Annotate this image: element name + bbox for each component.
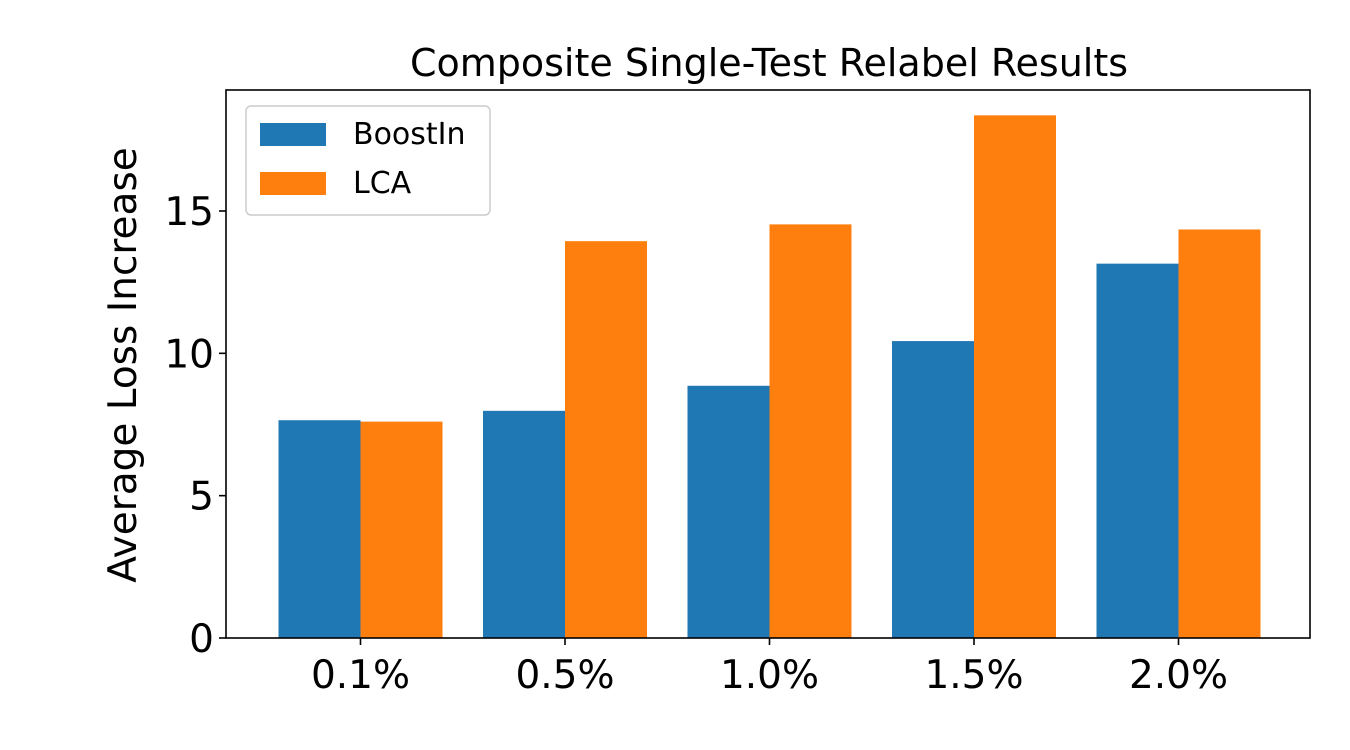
- bar-boostin-1: [483, 410, 565, 638]
- legend: BoostIn LCA: [245, 105, 491, 216]
- plot-frame: [225, 89, 1311, 639]
- bar-lca-0: [360, 421, 443, 638]
- y-tick-label: 5: [189, 475, 214, 520]
- y-axis-label: Average Loss Increase: [101, 147, 146, 583]
- bar-lca-3: [974, 115, 1056, 638]
- y-tick-label: 10: [164, 332, 214, 377]
- y-tick-label: 15: [164, 190, 214, 235]
- chart-title: Composite Single-Test Relabel Results: [410, 41, 1128, 85]
- x-axis: 0.1% 0.5% 1.0% 1.5% 2.0%: [311, 638, 1228, 698]
- x-tick-label: 0.1%: [311, 653, 410, 698]
- x-tick-label: 0.5%: [515, 653, 614, 698]
- bar-boostin-2: [687, 385, 770, 638]
- bar-boostin-4: [1096, 263, 1179, 638]
- x-tick-label: 2.0%: [1129, 653, 1228, 698]
- y-tick-label: 0: [189, 617, 214, 662]
- legend-swatch-lca: [260, 172, 326, 195]
- bar-lca-1: [565, 241, 647, 638]
- bar-boostin-3: [892, 341, 974, 638]
- legend-label-boostin: BoostIn: [353, 117, 466, 152]
- legend-swatch-boostin: [260, 123, 326, 146]
- bars-group: [278, 115, 1261, 638]
- legend-label-lca: LCA: [353, 166, 412, 201]
- x-tick-label: 1.5%: [924, 653, 1023, 698]
- y-axis: 0 5 10 15: [164, 190, 226, 662]
- bar-lca-2: [769, 224, 852, 638]
- x-tick-label: 1.0%: [720, 653, 819, 698]
- bar-boostin-0: [278, 420, 361, 638]
- bar-lca-4: [1178, 229, 1261, 638]
